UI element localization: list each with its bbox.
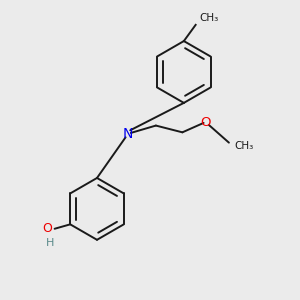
Text: CH₃: CH₃ [234, 142, 253, 152]
Text: N: N [123, 127, 133, 141]
Text: CH₃: CH₃ [199, 14, 218, 23]
Text: H: H [45, 238, 54, 248]
Text: O: O [201, 116, 211, 128]
Text: O: O [43, 222, 52, 235]
